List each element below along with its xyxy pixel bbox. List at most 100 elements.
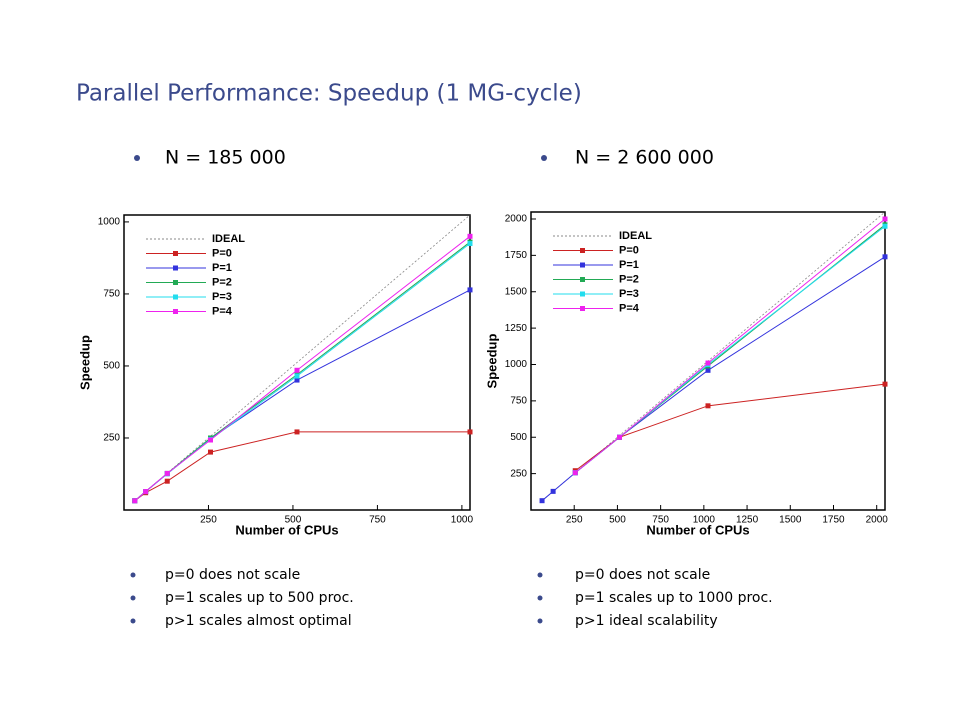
x-tick-label: 1250 — [736, 515, 759, 526]
point — [705, 360, 711, 366]
point — [467, 429, 473, 435]
point — [550, 488, 556, 494]
x-axis-label: Number of CPUs — [235, 522, 338, 537]
point — [705, 403, 711, 409]
slide-title: Parallel Performance: Speedup (1 MG-cycl… — [76, 81, 582, 107]
x-tick-label: 500 — [285, 515, 302, 526]
series-line — [574, 218, 886, 474]
y-tick-label: 1500 — [505, 286, 528, 297]
series-line — [134, 235, 471, 502]
point — [164, 478, 170, 484]
y-tick-label: 750 — [510, 396, 527, 407]
point — [882, 381, 888, 387]
legend-label: P=2 — [619, 273, 639, 285]
heading: N = 2 600 000 — [575, 147, 714, 169]
x-tick-label: 1000 — [451, 515, 474, 526]
plot-frame — [530, 211, 886, 511]
point — [208, 449, 213, 455]
bullet — [130, 618, 136, 624]
point — [294, 367, 300, 373]
x-axis-label: Number of CPUs — [646, 522, 749, 537]
y-tick-label: 250 — [103, 433, 120, 444]
point — [617, 434, 622, 440]
bullet — [541, 155, 547, 161]
bullet — [537, 572, 543, 578]
y-tick-label: 500 — [510, 432, 527, 443]
legend-label: P=4 — [212, 305, 233, 317]
series-line — [541, 256, 886, 502]
legend-marker — [580, 277, 585, 282]
x-tick-label: 250 — [200, 515, 217, 526]
point — [294, 429, 300, 435]
y-axis-label: Speedup — [484, 333, 499, 388]
legend-marker — [580, 262, 585, 268]
y-tick-label: 500 — [103, 361, 120, 372]
y-tick-label: 250 — [510, 468, 527, 479]
series-line — [574, 383, 886, 472]
legend-label: P=0 — [619, 244, 639, 256]
x-tick-label: 2000 — [866, 515, 889, 526]
point — [132, 498, 138, 504]
point — [164, 470, 170, 476]
legend-label: P=2 — [212, 276, 232, 288]
y-tick-label: 2000 — [505, 214, 528, 225]
legend-label: P=0 — [212, 247, 232, 259]
y-axis-label: Speedup — [77, 335, 92, 390]
x-tick-label: 250 — [566, 515, 583, 526]
legend-marker — [173, 265, 178, 271]
point — [882, 254, 888, 260]
series-line — [134, 214, 471, 502]
note: p=0 does not scale — [575, 567, 710, 583]
y-tick-label: 1250 — [505, 323, 528, 334]
y-tick-label: 1750 — [505, 250, 528, 261]
bullet — [134, 155, 140, 161]
legend-label: P=4 — [619, 302, 640, 314]
point — [143, 489, 149, 495]
legend-label: P=3 — [619, 288, 639, 300]
point — [467, 287, 473, 293]
bullet — [537, 618, 543, 624]
point — [882, 223, 888, 229]
legend-marker — [173, 309, 178, 314]
legend-marker — [173, 280, 178, 285]
point — [467, 241, 473, 247]
legend-label: P=1 — [619, 259, 639, 271]
point — [705, 367, 711, 373]
bullet — [130, 595, 136, 601]
note: p=1 scales up to 1000 proc. — [575, 590, 773, 606]
heading: N = 185 000 — [165, 147, 286, 169]
point — [294, 373, 300, 379]
plot-frame — [123, 214, 471, 511]
bullet — [537, 595, 543, 601]
legend-label: IDEAL — [212, 233, 245, 245]
legend-marker — [173, 294, 178, 300]
point — [539, 498, 545, 504]
y-tick-label: 750 — [103, 289, 120, 300]
legend-marker — [580, 291, 585, 297]
note: p=0 does not scale — [165, 567, 300, 583]
x-tick-label: 500 — [609, 515, 626, 526]
bullet — [130, 572, 136, 578]
y-tick-label: 1000 — [98, 217, 121, 228]
x-tick-label: 750 — [652, 515, 669, 526]
legend-label: P=3 — [212, 291, 232, 303]
legend-marker — [580, 248, 585, 253]
note: p>1 scales almost optimal — [165, 613, 352, 629]
legend-label: IDEAL — [619, 230, 652, 242]
x-tick-label: 750 — [369, 515, 386, 526]
x-tick-label: 1750 — [822, 515, 845, 526]
legend-marker — [173, 251, 178, 256]
legend-label: P=1 — [212, 262, 232, 274]
x-tick-label: 1000 — [693, 515, 716, 526]
note: p=1 scales up to 500 proc. — [165, 590, 354, 606]
point — [208, 437, 213, 443]
x-tick-label: 1500 — [779, 515, 802, 526]
note: p>1 ideal scalability — [575, 613, 718, 629]
point — [467, 233, 473, 239]
y-tick-label: 1000 — [505, 359, 528, 370]
series-line — [134, 431, 470, 502]
point — [882, 216, 888, 222]
legend-marker — [580, 306, 585, 311]
point — [294, 377, 300, 383]
